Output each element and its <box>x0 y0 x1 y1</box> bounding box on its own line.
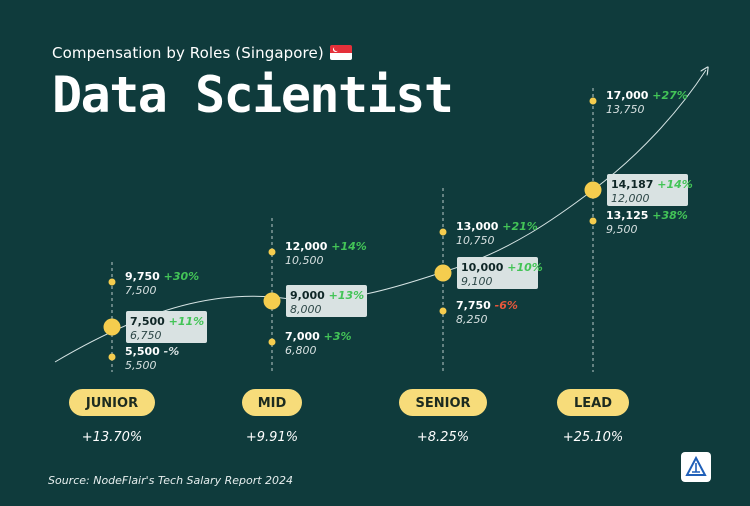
salary-value-low-lead: 13,125 +38% <box>606 209 688 222</box>
salary-value-high-lead: 17,000 +27% <box>606 89 688 102</box>
role-pill-junior <box>69 389 155 416</box>
salary-change-high-junior: +30% <box>164 270 200 283</box>
salary-previous-low-mid: 6,800 <box>285 344 317 357</box>
salary-value-high-senior: 13,000 +21% <box>456 220 538 233</box>
salary-point-median-senior <box>434 264 452 282</box>
salary-value-median-senior: 10,000 +10% <box>461 261 543 274</box>
salary-change-median-mid: +13% <box>329 289 365 302</box>
salary-point-high-junior <box>108 278 116 286</box>
salary-value-low-mid: 7,000 +3% <box>285 330 352 343</box>
page-title: Data Scientist <box>52 66 454 124</box>
salary-value-high-junior: 9,750 +30% <box>125 270 199 283</box>
salary-change-median-lead: +14% <box>657 178 693 191</box>
salary-point-high-mid <box>268 248 276 256</box>
role-label-lead: LEAD <box>574 396 612 411</box>
role-pill-lead <box>557 389 629 416</box>
salary-change-low-junior: -% <box>164 345 180 358</box>
salary-previous-median-senior: 9,100 <box>461 275 493 288</box>
role-label-mid: MID <box>258 396 287 411</box>
role-pill-mid <box>242 389 302 416</box>
salary-change-high-mid: +14% <box>331 240 367 253</box>
salary-point-high-lead <box>589 97 597 105</box>
salary-previous-high-lead: 13,750 <box>606 103 645 116</box>
salary-previous-high-senior: 10,750 <box>456 234 495 247</box>
role-pill-senior <box>399 389 487 416</box>
nodeflair-logo-icon <box>681 452 711 482</box>
salary-previous-high-junior: 7,500 <box>125 284 157 297</box>
salary-previous-median-lead: 12,000 <box>611 192 650 205</box>
salary-change-median-senior: +10% <box>507 261 543 274</box>
role-label-junior: JUNIOR <box>85 396 138 411</box>
subtitle: Compensation by Roles (Singapore) <box>52 44 352 62</box>
salary-previous-median-junior: 6,750 <box>130 329 162 342</box>
salary-point-median-mid <box>263 292 281 310</box>
median-box-lead <box>607 174 688 206</box>
salary-previous-low-junior: 5,500 <box>125 359 157 372</box>
median-box-senior <box>457 257 538 289</box>
salary-previous-median-mid: 8,000 <box>290 303 322 316</box>
salary-point-low-junior <box>108 353 116 361</box>
salary-value-median-junior: 7,500 +11% <box>130 315 204 328</box>
growth-value-junior: +13.70% <box>82 430 142 445</box>
growth-value-lead: +25.10% <box>563 430 623 445</box>
salary-value-low-junior: 5,500 -% <box>125 345 179 358</box>
salary-point-median-lead <box>584 181 602 199</box>
salary-previous-high-mid: 10,500 <box>285 254 324 267</box>
growth-value-mid: +9.91% <box>246 430 298 445</box>
salary-previous-low-senior: 8,250 <box>456 313 488 326</box>
salary-value-median-lead: 14,187 +14% <box>611 178 693 191</box>
subtitle-text: Compensation by Roles (Singapore) <box>52 44 324 62</box>
source-note: Source: NodeFlair's Tech Salary Report 2… <box>48 474 294 487</box>
salary-value-high-mid: 12,000 +14% <box>285 240 367 253</box>
salary-value-median-mid: 9,000 +13% <box>290 289 364 302</box>
salary-previous-low-lead: 9,500 <box>606 223 638 236</box>
salary-change-low-lead: +38% <box>652 209 688 222</box>
salary-point-low-mid <box>268 338 276 346</box>
salary-point-median-junior <box>103 318 121 336</box>
salary-change-low-mid: +3% <box>324 330 352 343</box>
salary-value-low-senior: 7,750 -6% <box>456 299 518 312</box>
salary-change-high-senior: +21% <box>502 220 538 233</box>
salary-change-high-lead: +27% <box>652 89 688 102</box>
salary-change-median-junior: +11% <box>169 315 205 328</box>
median-box-mid <box>286 285 367 317</box>
role-label-senior: SENIOR <box>415 396 470 411</box>
singapore-flag-icon <box>329 45 352 60</box>
salary-change-low-senior: -6% <box>495 299 518 312</box>
median-box-junior <box>126 311 207 343</box>
growth-value-senior: +8.25% <box>417 430 469 445</box>
salary-point-high-senior <box>439 228 447 236</box>
salary-point-low-lead <box>589 217 597 225</box>
salary-point-low-senior <box>439 307 447 315</box>
